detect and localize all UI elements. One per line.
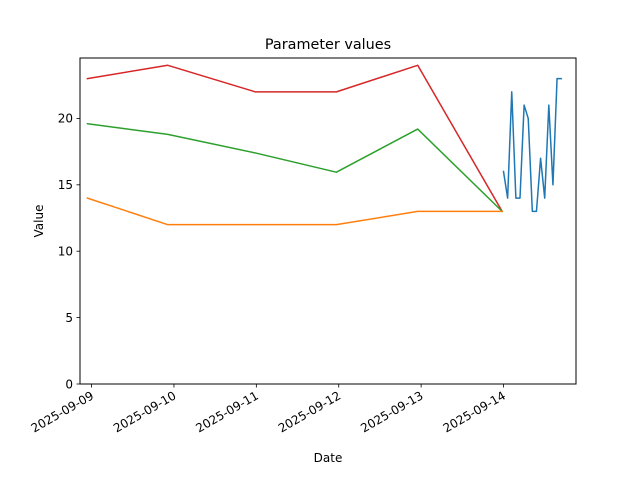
chart-title: Parameter values (265, 37, 391, 53)
y-axis-title: Value (32, 205, 46, 238)
y-axis: 0 5 10 15 20 (58, 112, 80, 391)
series-line-4 (502, 77, 562, 213)
series-layer (86, 64, 562, 226)
y-tick-label: 10 (58, 245, 73, 259)
y-tick-label: 5 (65, 311, 73, 325)
series-line-2 (86, 122, 504, 213)
x-axis-title: Date (314, 451, 343, 465)
series-line-3 (86, 197, 503, 226)
series-line-1 (86, 64, 504, 213)
y-tick-label: 20 (58, 112, 73, 126)
y-tick-label: 15 (58, 178, 73, 192)
y-tick-label: 0 (65, 377, 73, 391)
plot-frame (79, 57, 577, 385)
